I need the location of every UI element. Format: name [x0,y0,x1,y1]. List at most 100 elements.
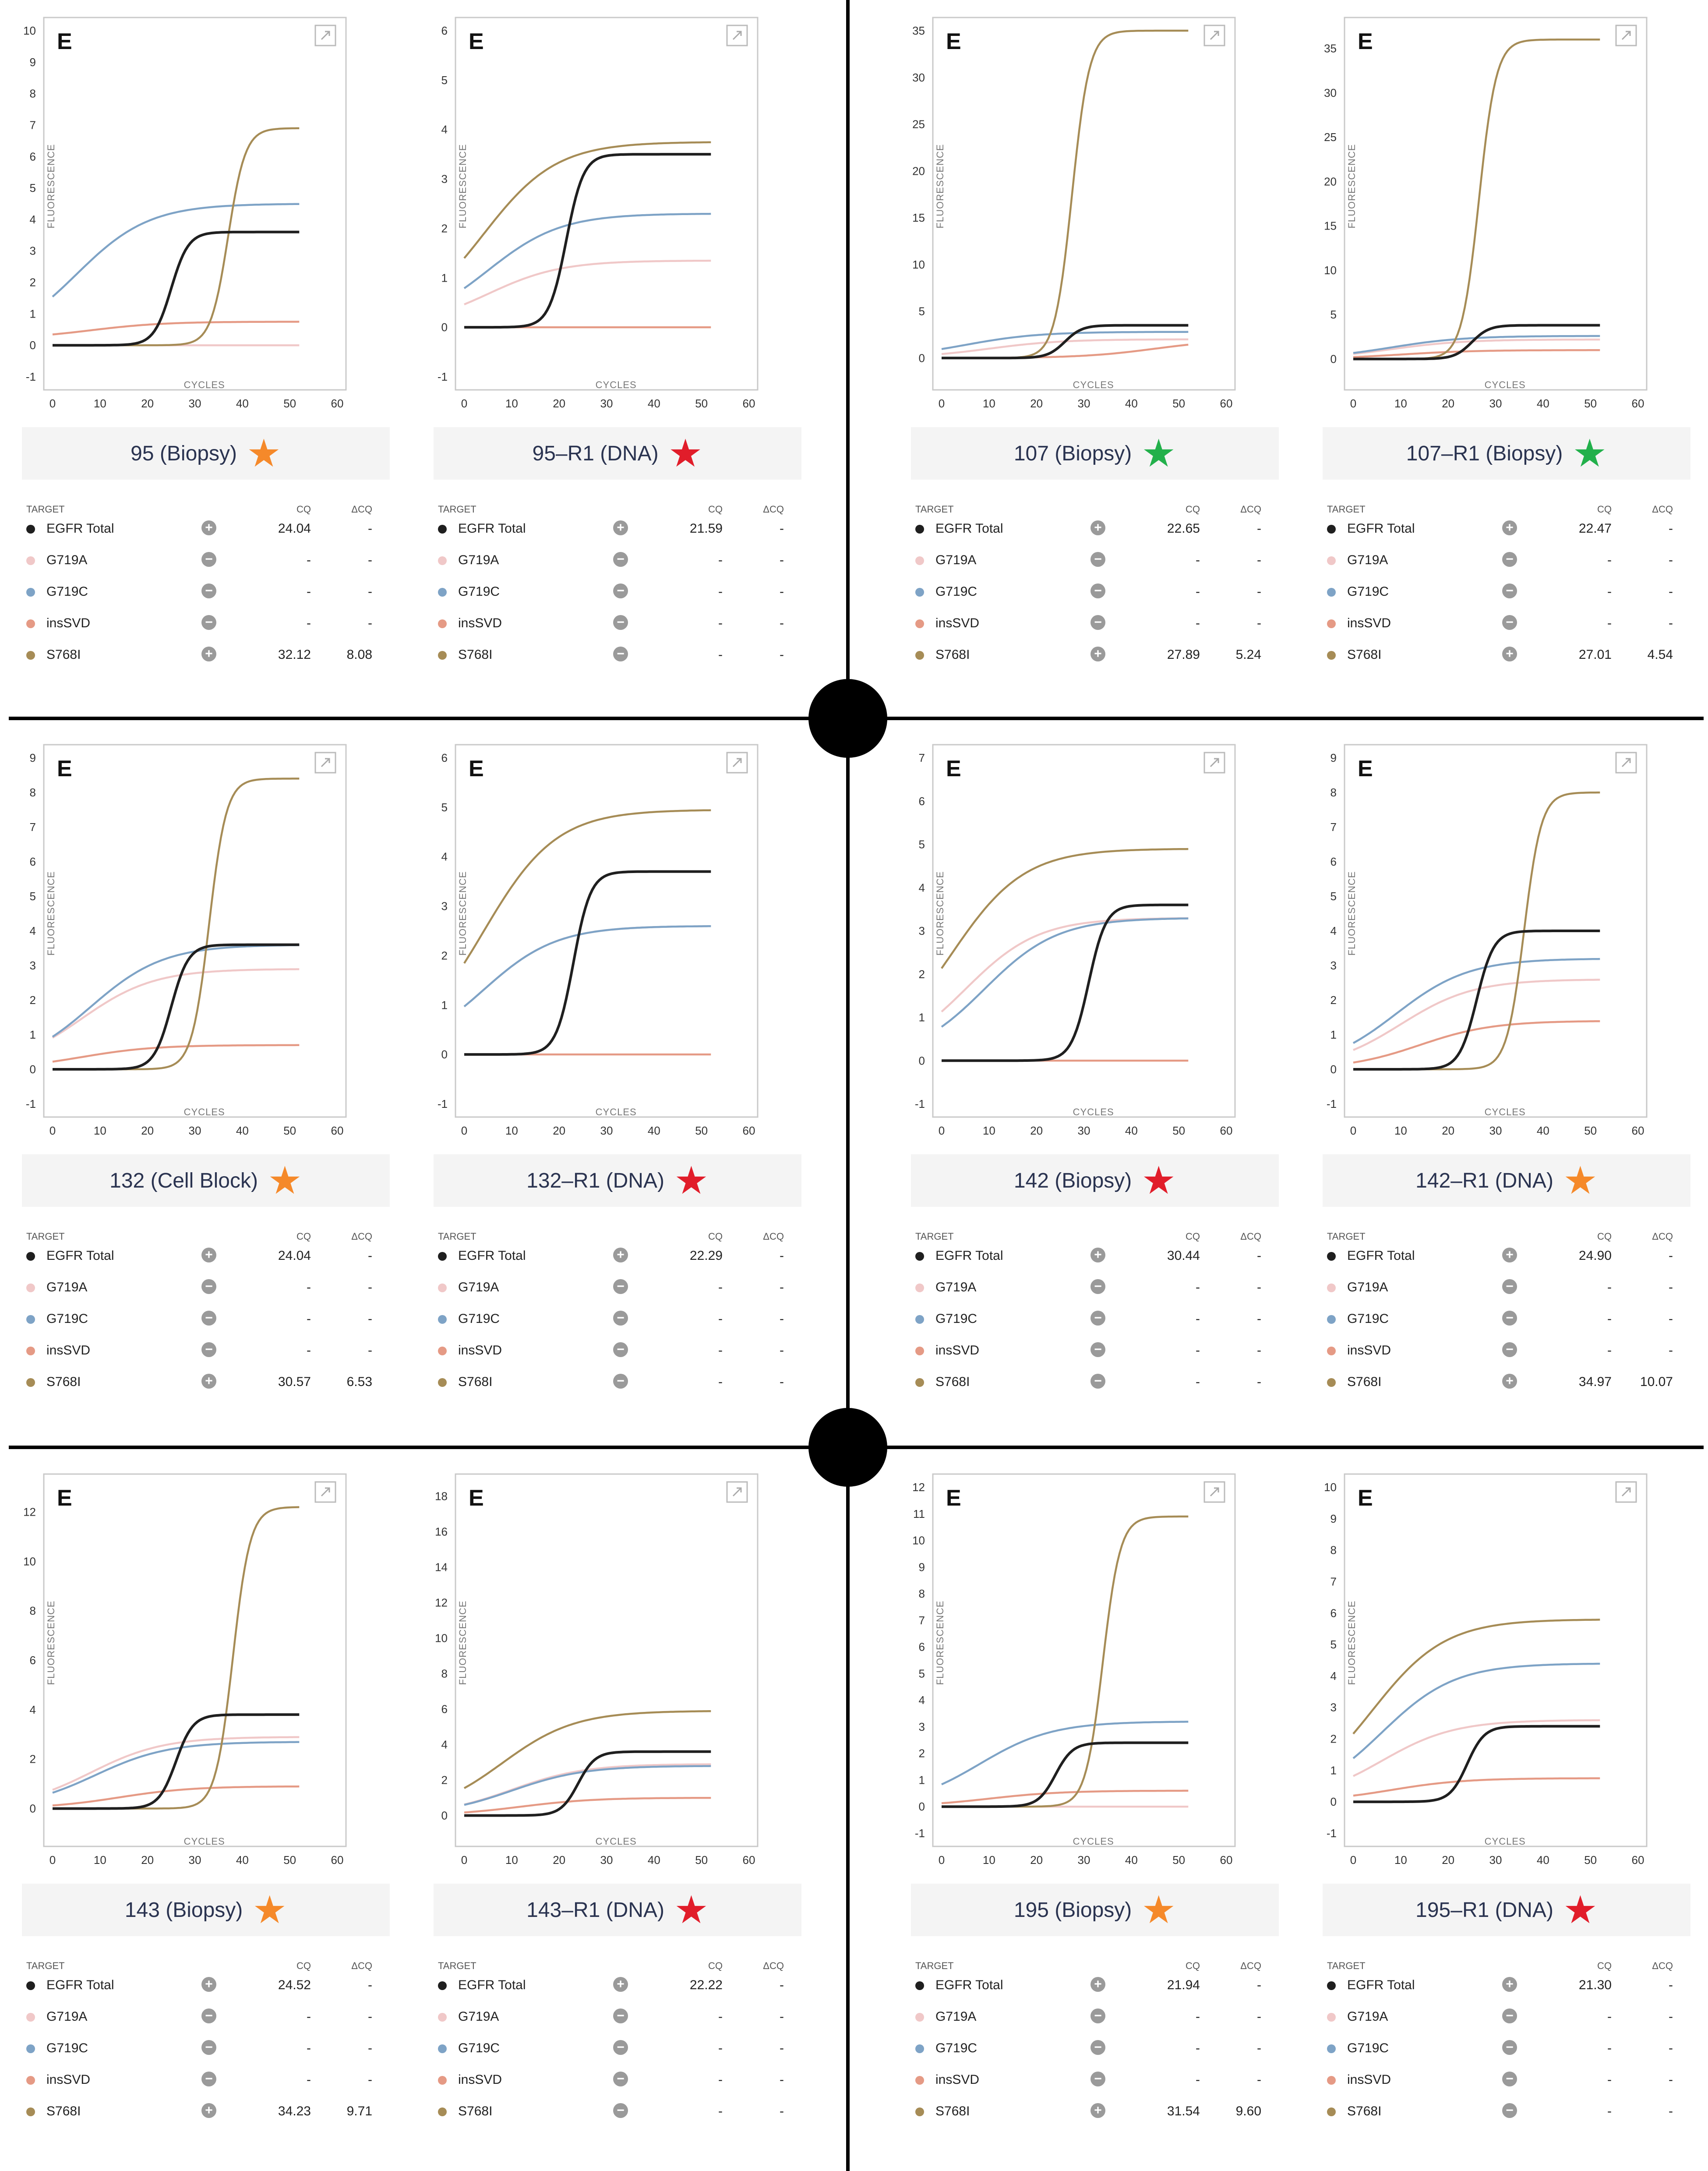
table-row: S768I +34.97 10.07 [1327,1374,1686,1406]
amplification-chart: 0 5 10 15 20 25 30 35 0 10 20 30 40 50 60 CYCLES FLUORES… [912,17,1236,410]
negative-call-icon: − [201,2072,216,2086]
y-tick-label: 8 [30,1604,36,1617]
plot-area [1344,17,1648,391]
series-line-inssvd [941,1789,1189,1804]
x-tick-label: 20 [553,397,565,410]
target-cell: G719A [915,553,976,568]
x-tick-label: 0 [461,1124,467,1137]
y-axis-label: FLUORESCENCE [46,144,56,229]
y-axis-label: FLUORESCENCE [935,144,946,229]
negative-call-icon: − [1502,1279,1517,1294]
expand-icon[interactable] [314,1481,336,1503]
negative-call-icon: − [1502,552,1517,567]
x-tick-label: 10 [505,1853,518,1867]
negative-call-icon: − [201,2008,216,2023]
expand-icon[interactable] [726,752,748,774]
sample-label-bar: 142 (Biopsy) ★ [911,1154,1279,1207]
delta-cq-value: - [368,2009,372,2024]
amplification-chart: -1 0 1 2 3 4 5 6 7 8 9 0 10 20 30 40 50 60 CYCLES FLUORESCE… [26,744,347,1137]
cq-value: - [718,1375,723,1389]
expand-icon[interactable] [1615,752,1637,774]
header-dcq: ΔCQ [351,1960,372,1971]
panel-letter: E [946,29,961,54]
header-target: TARGET [1327,504,1366,515]
y-tick-label: 9 [919,1560,925,1573]
y-tick-label: 1 [441,271,448,284]
target-cell: insSVD [26,1343,90,1358]
cq-value: - [718,2041,723,2055]
cq-value: 24.04 [278,1248,311,1263]
expand-icon[interactable] [1615,25,1637,46]
positive-call-icon: + [201,1248,216,1262]
table-row: insSVD − - - [1327,1342,1686,1375]
negative-call-icon: − [1090,1279,1105,1294]
delta-cq-value: - [780,521,784,536]
negative-call-icon: − [201,583,216,598]
x-axis-label: CYCLES [1485,1107,1526,1117]
table-row: G719A − - - [438,2008,797,2041]
header-dcq: ΔCQ [1652,504,1673,515]
y-tick-label: 6 [30,1654,36,1667]
cq-value: - [1607,616,1612,630]
positive-call-icon: + [1090,1248,1105,1262]
header-cq: CQ [296,504,311,515]
expand-icon[interactable] [1203,752,1225,774]
series-line-egfr-total [53,1713,300,1810]
expand-icon[interactable] [314,25,336,46]
cq-value: - [1607,1343,1612,1358]
delta-cq-value: - [1669,2009,1673,2024]
y-tick-label: 6 [30,150,36,163]
expand-icon[interactable] [726,1481,748,1503]
y-tick-label: 3 [441,900,448,913]
delta-cq-value: - [1669,1280,1673,1294]
header-target: TARGET [438,1960,476,1971]
negative-call-icon: − [201,1279,216,1294]
table-row: G719C − - - [915,1311,1274,1343]
target-cell: EGFR Total [438,1248,526,1263]
y-tick-label: 7 [30,820,36,834]
series-color-dot-icon [438,1347,447,1356]
header-cq: CQ [1186,504,1200,515]
target-name: G719A [935,553,977,567]
sample-title: 132 (Cell Block) [109,1169,258,1192]
x-tick-label: 30 [600,397,613,410]
expand-icon[interactable] [314,752,336,774]
y-tick-label: 9 [30,56,36,69]
y-tick-label: 2 [30,1753,36,1766]
negative-call-icon: − [1090,2040,1105,2055]
expand-icon[interactable] [1203,1481,1225,1503]
negative-call-icon: − [1090,2072,1105,2086]
cq-value: 22.47 [1578,521,1612,536]
expand-icon[interactable] [1615,1481,1637,1503]
target-name: G719A [46,553,88,567]
target-cell: insSVD [1327,1343,1391,1358]
panel-letter: E [469,756,484,781]
table-row: S768I +27.01 4.54 [1327,647,1686,679]
negative-call-icon: − [1090,2008,1105,2023]
x-tick-label: 20 [1442,1853,1454,1867]
x-tick-label: 30 [189,1124,201,1137]
results-table: TARGET CQ ΔCQ EGFR Total +22.29- G719A − - - G719… [438,1231,797,1406]
negative-call-icon: − [613,647,628,661]
y-axis-label: FLUORESCENCE [1346,144,1357,229]
cq-value: - [1196,1375,1200,1389]
target-name: G719A [458,1280,499,1294]
expand-icon[interactable] [1203,25,1225,46]
table-row: EGFR Total +21.30 - [1327,1977,1686,2009]
delta-cq-value: - [1257,1375,1261,1389]
target-name: G719A [46,1280,88,1294]
series-line-s768i [941,848,1189,969]
positive-call-icon: + [1090,520,1105,535]
negative-call-icon: − [1502,1311,1517,1326]
x-tick-label: 0 [461,397,467,410]
panel-letter: E [1358,1485,1373,1511]
series-color-dot-icon [438,2076,447,2085]
target-cell: S768I [26,647,81,662]
delta-cq-value: - [1257,2072,1261,2087]
expand-icon[interactable] [726,25,748,46]
sample-title: 95–R1 (DNA) [532,442,659,465]
y-tick-label: 5 [919,838,925,851]
delta-cq-value: - [1669,584,1673,599]
table-row: G719A − - - [1327,1279,1686,1312]
